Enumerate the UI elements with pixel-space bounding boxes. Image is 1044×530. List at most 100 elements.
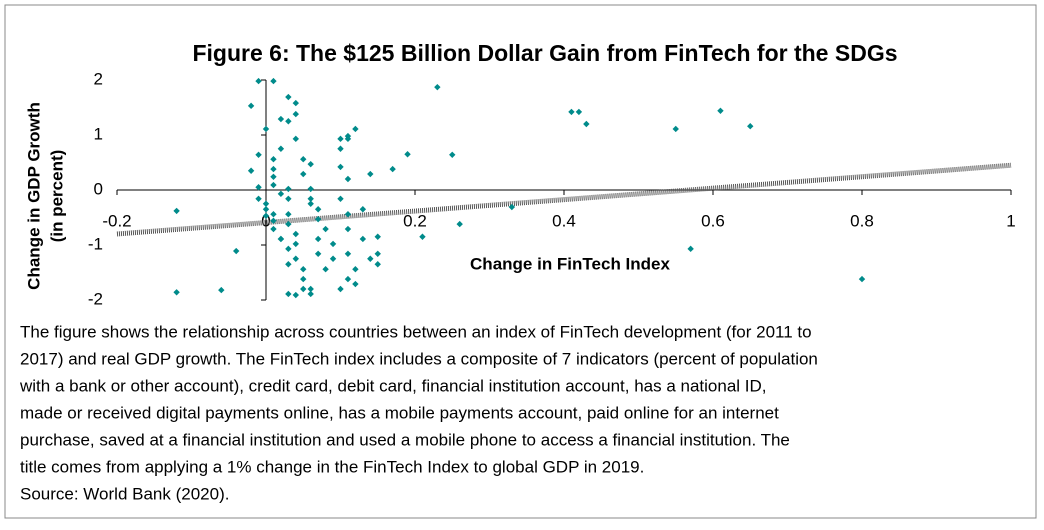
point bbox=[374, 261, 381, 268]
point bbox=[285, 185, 292, 193]
y-tick-label: 0 bbox=[94, 179, 103, 198]
point bbox=[314, 215, 322, 223]
point bbox=[583, 120, 590, 128]
point bbox=[262, 212, 270, 220]
point bbox=[352, 266, 359, 273]
point bbox=[337, 195, 344, 202]
point bbox=[374, 250, 381, 257]
point bbox=[337, 145, 344, 152]
point bbox=[344, 225, 352, 233]
point bbox=[367, 170, 374, 178]
point bbox=[255, 184, 262, 191]
trendline bbox=[116, 162, 1012, 237]
point bbox=[285, 118, 292, 125]
point bbox=[337, 135, 344, 143]
point bbox=[270, 181, 277, 189]
point bbox=[173, 289, 180, 296]
point bbox=[292, 291, 299, 299]
point bbox=[173, 207, 180, 215]
point bbox=[277, 235, 285, 243]
point bbox=[456, 220, 463, 228]
point bbox=[449, 151, 456, 158]
point bbox=[672, 125, 679, 133]
point bbox=[307, 285, 314, 293]
x-axis-label: Change in FinTech Index bbox=[470, 254, 670, 273]
point bbox=[292, 110, 299, 118]
point bbox=[270, 156, 277, 163]
frame bbox=[4, 4, 1037, 519]
point bbox=[314, 235, 322, 243]
point bbox=[292, 99, 299, 107]
point bbox=[747, 123, 754, 130]
point bbox=[285, 245, 292, 253]
point bbox=[292, 135, 299, 143]
point bbox=[344, 211, 352, 218]
point bbox=[300, 156, 307, 163]
point bbox=[419, 233, 426, 240]
x-tick-label: 0.6 bbox=[701, 211, 725, 230]
point bbox=[434, 83, 441, 91]
point bbox=[255, 151, 262, 158]
x-tick-label: 0.8 bbox=[850, 211, 874, 230]
caption-line: with a bank or other account), credit ca… bbox=[19, 376, 767, 395]
point bbox=[292, 255, 299, 262]
point bbox=[322, 225, 329, 233]
point bbox=[270, 165, 277, 173]
point bbox=[247, 167, 255, 174]
point bbox=[322, 266, 329, 273]
x-tick-label: 0.4 bbox=[552, 211, 576, 230]
x-tick-label: 0 bbox=[261, 211, 270, 230]
point bbox=[508, 203, 516, 211]
point bbox=[300, 285, 307, 293]
point bbox=[575, 108, 583, 116]
point bbox=[233, 247, 240, 255]
point bbox=[270, 77, 277, 85]
point bbox=[262, 206, 270, 213]
point bbox=[270, 225, 277, 233]
point bbox=[285, 290, 292, 298]
x-tick-label: 1 bbox=[1006, 211, 1015, 230]
point bbox=[307, 160, 314, 168]
point bbox=[300, 266, 307, 273]
point bbox=[329, 255, 337, 262]
y-tick-label: 2 bbox=[94, 69, 103, 88]
y-axis-label: (in percent) bbox=[47, 150, 66, 243]
point bbox=[359, 206, 367, 213]
point bbox=[404, 151, 411, 158]
point bbox=[277, 190, 285, 198]
point bbox=[285, 220, 292, 228]
point bbox=[277, 145, 285, 152]
point bbox=[270, 173, 277, 180]
point bbox=[270, 217, 277, 224]
point bbox=[307, 200, 314, 207]
point bbox=[300, 275, 307, 283]
point bbox=[374, 233, 381, 240]
point bbox=[329, 240, 337, 248]
point bbox=[858, 275, 866, 283]
point bbox=[389, 165, 396, 173]
point bbox=[292, 230, 299, 238]
point bbox=[568, 108, 575, 116]
point bbox=[218, 286, 225, 294]
point bbox=[255, 77, 262, 85]
point bbox=[337, 163, 344, 171]
x-tick-label: 0.2 bbox=[403, 211, 427, 230]
point bbox=[270, 211, 277, 218]
y-tick-label: -2 bbox=[88, 289, 103, 308]
chart-title: Figure 6: The $125 Billion Dollar Gain f… bbox=[192, 40, 897, 66]
point bbox=[687, 245, 694, 253]
y-tick-label: 1 bbox=[94, 124, 103, 143]
point bbox=[285, 261, 292, 268]
point bbox=[717, 107, 724, 114]
point bbox=[367, 255, 374, 262]
point bbox=[285, 195, 292, 202]
y-tick-label: -1 bbox=[88, 234, 103, 253]
caption-line: made or received digital payments online… bbox=[20, 403, 779, 422]
point bbox=[344, 250, 352, 257]
point bbox=[255, 195, 262, 202]
point bbox=[344, 135, 352, 143]
caption-source: Source: World Bank (2020). bbox=[20, 484, 229, 503]
caption-line: The figure shows the relationship across… bbox=[20, 322, 812, 341]
point bbox=[314, 206, 322, 213]
